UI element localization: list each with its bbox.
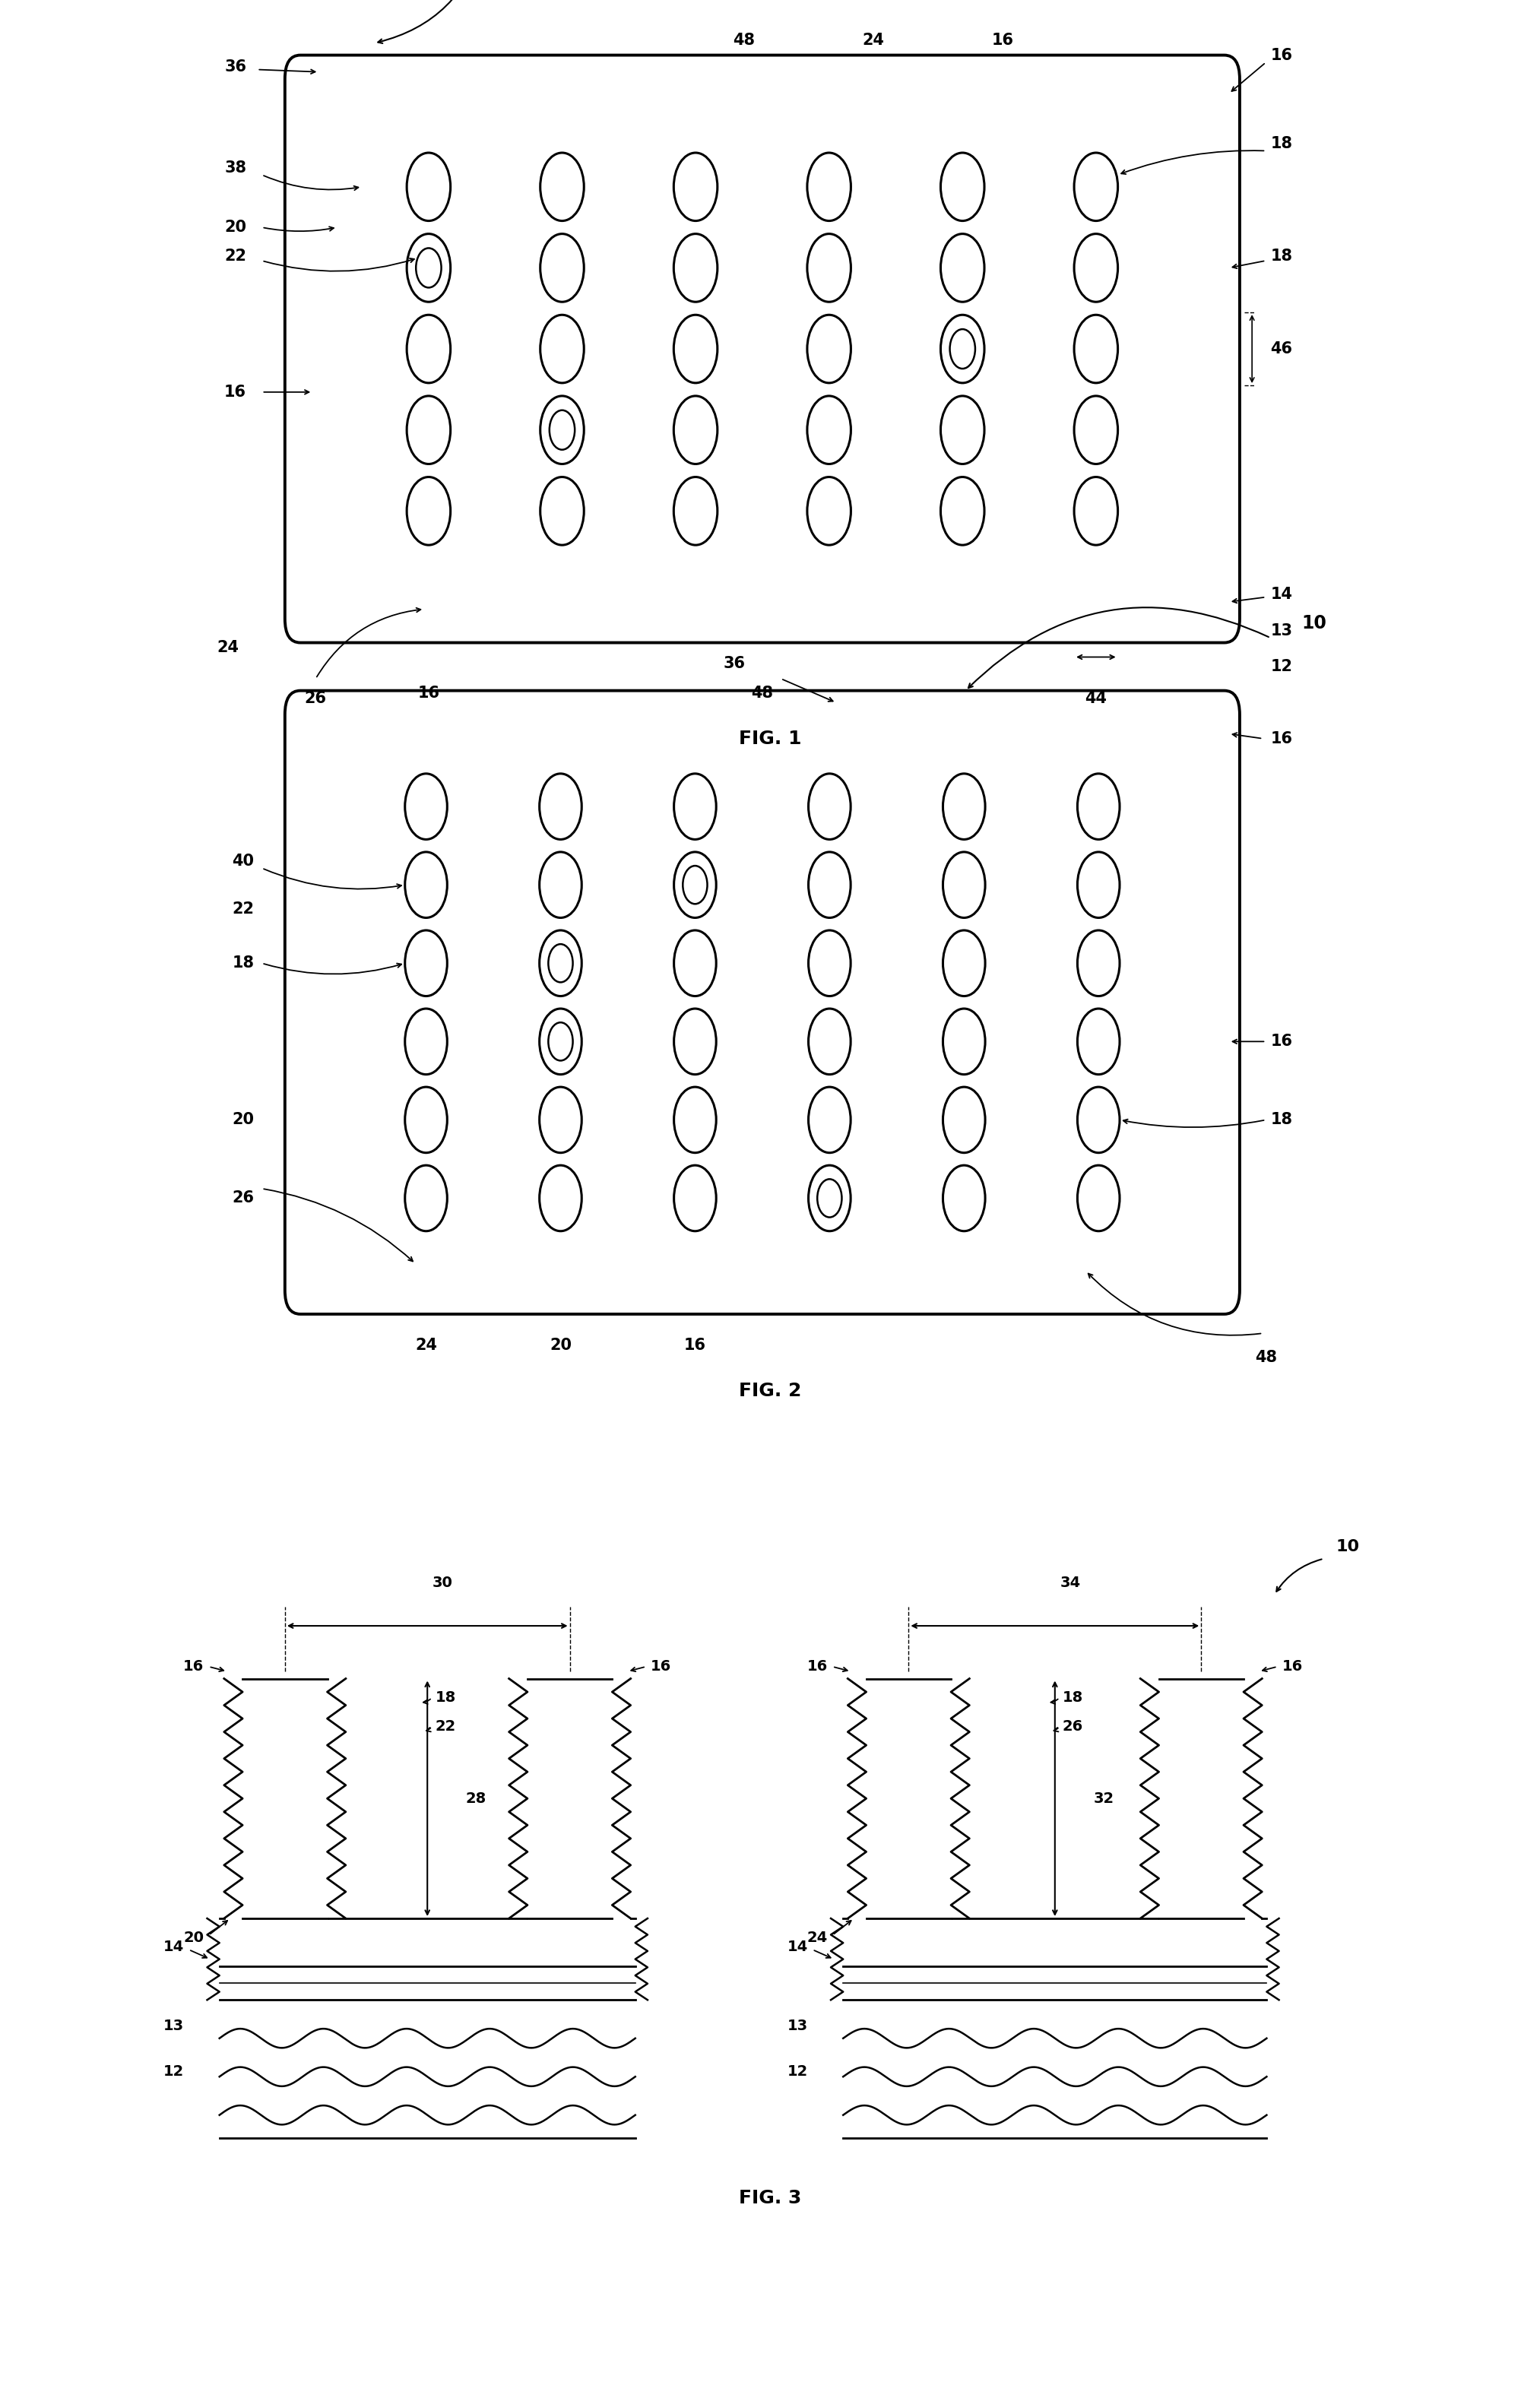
Text: 36: 36 [225, 60, 246, 74]
Text: 44: 44 [1086, 691, 1107, 705]
Text: 16: 16 [1270, 1034, 1292, 1050]
Text: 12: 12 [787, 2065, 807, 2079]
Text: 16: 16 [1270, 48, 1292, 62]
Text: 13: 13 [163, 2019, 185, 2034]
Text: 16: 16 [417, 686, 439, 700]
Text: 20: 20 [233, 1113, 254, 1127]
Text: 24: 24 [862, 34, 884, 48]
Text: 18: 18 [233, 954, 254, 971]
Text: 22: 22 [233, 902, 254, 916]
Text: 32: 32 [1093, 1791, 1113, 1806]
Text: 18: 18 [1270, 249, 1292, 264]
Text: 13: 13 [787, 2019, 807, 2034]
FancyBboxPatch shape [285, 55, 1240, 643]
Text: 16: 16 [992, 34, 1013, 48]
Text: 28: 28 [465, 1791, 487, 1806]
Text: 12: 12 [163, 2065, 185, 2079]
Text: 14: 14 [163, 1940, 185, 1954]
Text: 16: 16 [1270, 731, 1292, 746]
Text: 48: 48 [752, 686, 773, 700]
Text: 16: 16 [807, 1659, 829, 1674]
Text: 24: 24 [807, 1930, 829, 1945]
FancyBboxPatch shape [285, 691, 1240, 1314]
Text: 16: 16 [651, 1659, 671, 1674]
Text: 18: 18 [1270, 137, 1292, 151]
Text: 14: 14 [787, 1940, 807, 1954]
Text: 18: 18 [434, 1691, 456, 1705]
Text: 20: 20 [550, 1338, 571, 1352]
Text: 26: 26 [1063, 1719, 1083, 1734]
Text: 34: 34 [1060, 1575, 1081, 1590]
Text: 24: 24 [416, 1338, 437, 1352]
Text: 18: 18 [1270, 1113, 1292, 1127]
Text: 16: 16 [684, 1338, 705, 1352]
Text: FIG. 3: FIG. 3 [739, 2189, 801, 2206]
Text: 16: 16 [225, 384, 246, 400]
Text: 48: 48 [733, 34, 755, 48]
Text: FIG. 2: FIG. 2 [739, 1381, 801, 1400]
Text: 40: 40 [233, 854, 254, 868]
Text: 22: 22 [434, 1719, 456, 1734]
Text: 13: 13 [1270, 623, 1292, 638]
Text: 12: 12 [1270, 659, 1292, 674]
Text: 18: 18 [1063, 1691, 1083, 1705]
Text: 38: 38 [225, 161, 246, 175]
Text: 22: 22 [225, 249, 246, 264]
Text: 26: 26 [305, 691, 326, 705]
Text: 20: 20 [183, 1930, 203, 1945]
Text: 36: 36 [724, 657, 745, 671]
Text: 16: 16 [183, 1659, 203, 1674]
Text: 24: 24 [217, 640, 239, 655]
Text: 26: 26 [233, 1189, 254, 1206]
Text: 30: 30 [433, 1575, 453, 1590]
Text: 14: 14 [1270, 588, 1292, 602]
Text: 10: 10 [1335, 1540, 1360, 1554]
Text: 48: 48 [1255, 1350, 1277, 1364]
Text: 46: 46 [1270, 341, 1292, 357]
Text: 20: 20 [225, 221, 246, 235]
Text: 16: 16 [1281, 1659, 1303, 1674]
Text: 10: 10 [1301, 614, 1326, 633]
Text: FIG. 1: FIG. 1 [739, 729, 801, 748]
